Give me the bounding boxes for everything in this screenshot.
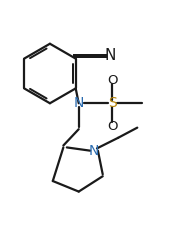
Text: N: N	[105, 48, 116, 63]
Text: O: O	[107, 74, 118, 87]
Text: N: N	[89, 144, 99, 158]
Text: N: N	[74, 96, 84, 110]
Text: S: S	[108, 96, 117, 110]
Text: O: O	[107, 120, 118, 133]
